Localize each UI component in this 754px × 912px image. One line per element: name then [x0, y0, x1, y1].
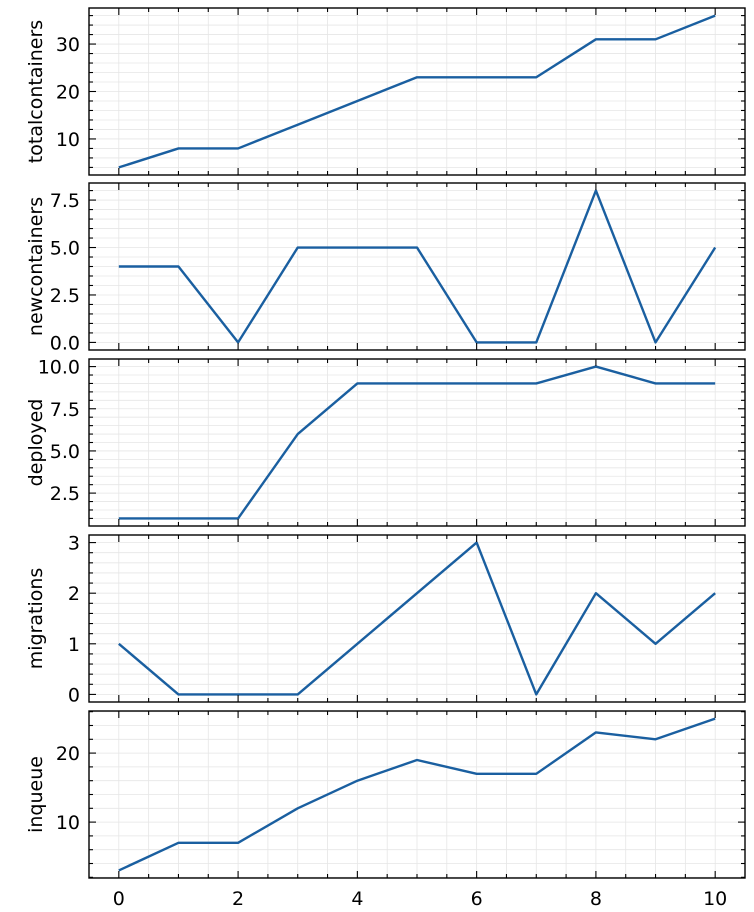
- y-tick-label: 20: [56, 743, 80, 765]
- y-tick-label: 2: [68, 583, 80, 605]
- y-tick-label: 5.0: [50, 441, 80, 463]
- x-tick-label: 0: [113, 888, 125, 910]
- y-tick-label: 10: [56, 129, 80, 151]
- y-tick-label: 7.5: [50, 399, 80, 421]
- x-tick-label: 10: [703, 888, 727, 910]
- y-tick-label: 7.5: [50, 190, 80, 212]
- panel-5: 10 20 inqueue 0 2 4 6 8 10: [25, 710, 746, 910]
- y-tick-label: 30: [56, 34, 80, 56]
- y-axis-label: totalcontainers: [25, 20, 47, 163]
- panel-3: 2.5 5.0 7.5 10.0 deployed: [25, 357, 746, 527]
- series-line: [118, 717, 716, 872]
- y-axis-label: migrations: [25, 568, 47, 670]
- y-tick-label: 0: [68, 684, 80, 706]
- y-tick-label: 2.5: [50, 483, 80, 505]
- series-line: [118, 14, 716, 169]
- y-tick-label: 10.0: [38, 357, 80, 379]
- x-tick-label: 6: [471, 888, 483, 910]
- y-tick-label: 3: [68, 533, 80, 555]
- x-tick-label: 4: [351, 888, 363, 910]
- series-line: [118, 541, 716, 696]
- series-line: [118, 365, 716, 520]
- y-tick-label: 10: [56, 812, 80, 834]
- y-tick-label: 0.0: [50, 332, 80, 354]
- y-axis-label: deployed: [25, 399, 47, 487]
- y-tick-label: 1: [68, 634, 80, 656]
- series-line: [118, 189, 717, 344]
- y-tick-label: 2.5: [50, 285, 80, 307]
- x-tick-label: 2: [232, 888, 244, 910]
- y-tick-label: 5.0: [50, 238, 80, 260]
- y-axis-label: inqueue: [25, 756, 47, 833]
- panel-1: 10 20 30 totalcontainers: [25, 7, 746, 176]
- panel-4: 0 1 2 3 migrations: [25, 533, 746, 706]
- y-tick-label: 20: [56, 82, 80, 104]
- x-tick-label: 8: [590, 888, 602, 910]
- y-axis-label: newcontainers: [25, 197, 47, 336]
